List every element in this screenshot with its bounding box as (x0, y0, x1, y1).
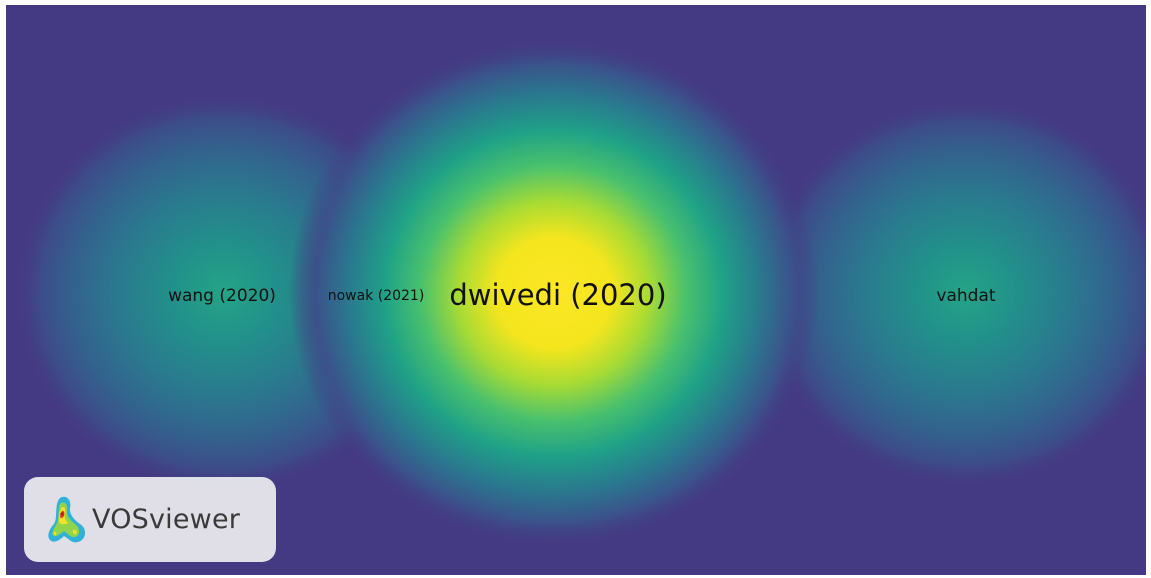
density-blob-dwivedi (289, 38, 819, 548)
item-label-wang[interactable]: wang (2020) (168, 286, 276, 306)
item-label-vahdat[interactable]: vahdat (936, 286, 996, 306)
vosviewer-logo-icon (48, 496, 86, 542)
vosviewer-logo: VOSviewer (24, 477, 276, 562)
density-visualization[interactable]: wang (2020) nowak (2021) dwivedi (2020) … (6, 5, 1146, 575)
density-blob-vahdat (761, 98, 1146, 488)
vosviewer-logo-text: VOSviewer (92, 504, 241, 535)
item-label-nowak[interactable]: nowak (2021) (327, 288, 425, 304)
item-label-dwivedi[interactable]: dwivedi (2020) (449, 278, 667, 312)
